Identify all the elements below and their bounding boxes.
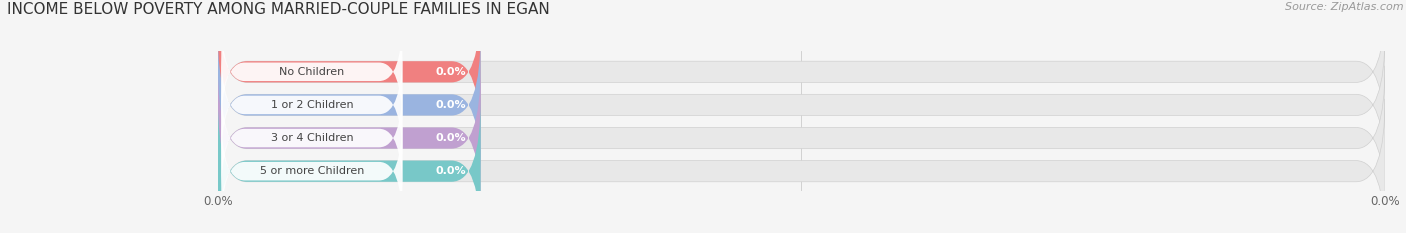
Text: 5 or more Children: 5 or more Children bbox=[260, 166, 364, 176]
FancyBboxPatch shape bbox=[218, 66, 1385, 210]
Text: 0.0%: 0.0% bbox=[436, 166, 467, 176]
Text: 3 or 4 Children: 3 or 4 Children bbox=[270, 133, 353, 143]
FancyBboxPatch shape bbox=[218, 0, 1385, 144]
FancyBboxPatch shape bbox=[218, 33, 481, 177]
Text: Source: ZipAtlas.com: Source: ZipAtlas.com bbox=[1285, 2, 1403, 12]
Text: 0.0%: 0.0% bbox=[436, 133, 467, 143]
Text: 1 or 2 Children: 1 or 2 Children bbox=[270, 100, 353, 110]
FancyBboxPatch shape bbox=[221, 81, 402, 195]
FancyBboxPatch shape bbox=[218, 99, 481, 233]
Text: 0.0%: 0.0% bbox=[436, 67, 467, 77]
FancyBboxPatch shape bbox=[218, 0, 481, 144]
FancyBboxPatch shape bbox=[218, 99, 1385, 233]
FancyBboxPatch shape bbox=[218, 66, 481, 210]
FancyBboxPatch shape bbox=[221, 15, 402, 129]
FancyBboxPatch shape bbox=[218, 33, 1385, 177]
Text: No Children: No Children bbox=[280, 67, 344, 77]
FancyBboxPatch shape bbox=[221, 114, 402, 228]
Text: 0.0%: 0.0% bbox=[436, 100, 467, 110]
FancyBboxPatch shape bbox=[221, 48, 402, 162]
Text: INCOME BELOW POVERTY AMONG MARRIED-COUPLE FAMILIES IN EGAN: INCOME BELOW POVERTY AMONG MARRIED-COUPL… bbox=[7, 2, 550, 17]
